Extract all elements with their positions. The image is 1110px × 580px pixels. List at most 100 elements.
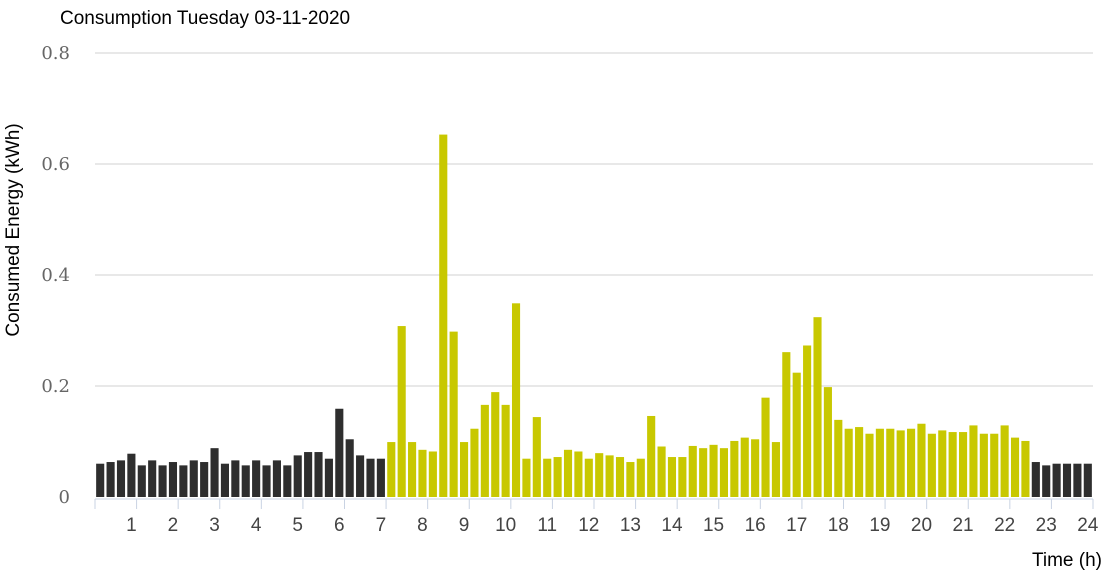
- bar: [823, 387, 832, 497]
- bar: [408, 442, 417, 497]
- x-tick-label: 5: [292, 515, 303, 536]
- bar: [345, 439, 354, 497]
- bar: [688, 445, 697, 497]
- bar: [657, 446, 666, 497]
- bar: [1083, 463, 1092, 497]
- bar: [543, 458, 552, 497]
- x-tick-label: 13: [620, 515, 641, 536]
- bar: [1042, 465, 1051, 497]
- bar: [324, 458, 333, 497]
- x-tick-label: 8: [417, 515, 428, 536]
- x-tick-label: 6: [334, 515, 345, 536]
- bar: [667, 457, 677, 497]
- bar: [938, 430, 947, 497]
- bar: [1031, 462, 1040, 497]
- x-tick-label: 16: [745, 515, 766, 536]
- bar: [574, 451, 583, 497]
- y-ticks: 0 0.2 0.4 0.6 0.8: [41, 43, 70, 508]
- bar: [96, 463, 105, 497]
- x-tick-label: 20: [911, 515, 932, 536]
- x-tick-label: 4: [251, 515, 262, 536]
- bar: [761, 397, 770, 497]
- x-tick-label: 24: [1077, 515, 1099, 536]
- bar: [480, 404, 489, 497]
- bar: [366, 458, 375, 497]
- bar: [241, 465, 250, 497]
- bar: [969, 425, 978, 497]
- x-axis: [94, 498, 1094, 509]
- y-tick-label: 0: [59, 487, 70, 508]
- bar: [148, 460, 157, 497]
- chart-title: Consumption Tuesday 03-11-2020: [60, 8, 351, 29]
- bar: [584, 458, 593, 497]
- x-tick-label: 19: [869, 515, 890, 536]
- bar: [615, 457, 625, 497]
- x-tick-label: 10: [495, 515, 516, 536]
- bar: [626, 462, 635, 497]
- x-tick-label: 3: [209, 515, 220, 536]
- bar: [740, 437, 749, 497]
- bar: [927, 433, 936, 497]
- bar: [460, 442, 469, 497]
- bar: [356, 455, 365, 498]
- bar: [719, 448, 728, 497]
- x-tick-label: 1: [126, 515, 137, 536]
- bar: [844, 428, 853, 497]
- bar: [470, 428, 479, 497]
- bar: [595, 453, 604, 497]
- bar: [200, 462, 209, 497]
- x-tick-label: 9: [459, 515, 470, 536]
- bar: [304, 452, 313, 497]
- x-tick-label: 15: [703, 515, 724, 536]
- bar: [262, 465, 271, 497]
- bar: [896, 430, 905, 497]
- bar: [231, 460, 240, 497]
- bar: [730, 440, 739, 497]
- bar: [803, 345, 812, 497]
- bar: [647, 415, 656, 497]
- x-tick-label: 11: [537, 515, 557, 536]
- bar: [387, 442, 396, 497]
- x-tick-label: 2: [168, 515, 179, 536]
- bar: [792, 372, 801, 497]
- y-tick-label: 0.8: [41, 43, 70, 64]
- bar: [1021, 440, 1030, 497]
- bar: [252, 460, 261, 497]
- bar: [1062, 463, 1072, 497]
- bar: [189, 460, 198, 497]
- bar: [553, 457, 562, 497]
- bar: [917, 423, 926, 497]
- y-tick-label: 0.6: [41, 154, 70, 175]
- bar: [990, 433, 999, 497]
- bar: [563, 449, 573, 497]
- bar: [449, 331, 458, 497]
- bar: [283, 465, 292, 497]
- bar: [782, 352, 791, 497]
- x-tick-label: 22: [994, 515, 1015, 536]
- bar: [522, 458, 531, 497]
- bar: [293, 455, 302, 498]
- bar: [979, 433, 988, 497]
- bar: [1010, 437, 1020, 497]
- x-tick-label: 17: [786, 515, 807, 536]
- bar: [855, 427, 864, 497]
- bar: [106, 462, 115, 497]
- bar: [751, 439, 760, 497]
- bar: [439, 134, 448, 497]
- bar: [428, 451, 437, 497]
- bar: [813, 317, 822, 497]
- bar: [179, 465, 188, 497]
- bar: [127, 453, 136, 497]
- bar: [335, 408, 344, 497]
- bar: [220, 463, 229, 497]
- y-tick-label: 0.4: [41, 265, 70, 286]
- bar: [511, 303, 521, 497]
- bar: [834, 419, 843, 497]
- bar: [1000, 425, 1009, 497]
- bar: [158, 465, 167, 497]
- bars-group: [96, 134, 1092, 498]
- bar: [501, 404, 510, 497]
- x-ticks: 1 2 3 4 5 6 7 8 9 10 11 12 13 14 15 16 17 18 19 20 21 22 23 24: [126, 515, 1099, 536]
- bar: [907, 428, 916, 497]
